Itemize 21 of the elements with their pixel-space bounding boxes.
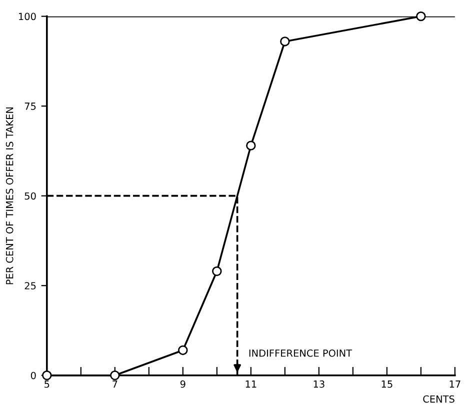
point — [280, 36, 290, 46]
x-tick-label: 11 — [246, 380, 256, 388]
y-tick-label: 0 — [30, 372, 36, 380]
point — [178, 345, 188, 356]
x-tick-label: 17 — [450, 380, 460, 388]
x-axis-title: CENTS — [423, 395, 454, 403]
x-tick-label: 13 — [314, 380, 324, 388]
y-tick-label: 25 — [24, 282, 36, 290]
y-tick-label: 100 — [18, 12, 36, 20]
point — [246, 140, 256, 150]
annotation: INDIFFERENCE POINT — [249, 349, 352, 357]
point — [416, 11, 426, 22]
y-tick-label: 50 — [24, 192, 36, 200]
point — [212, 266, 222, 276]
x-tick-label: 15 — [382, 380, 392, 388]
x-tick-label: 7 — [112, 380, 118, 388]
point — [110, 370, 120, 380]
x-tick-label: 9 — [180, 380, 186, 388]
y-axis-title: PER CENT OF TIMES OFFER IS TAKEN — [6, 107, 14, 284]
y-tick-label: 75 — [24, 102, 36, 110]
x-tick-label: 5 — [44, 380, 50, 388]
